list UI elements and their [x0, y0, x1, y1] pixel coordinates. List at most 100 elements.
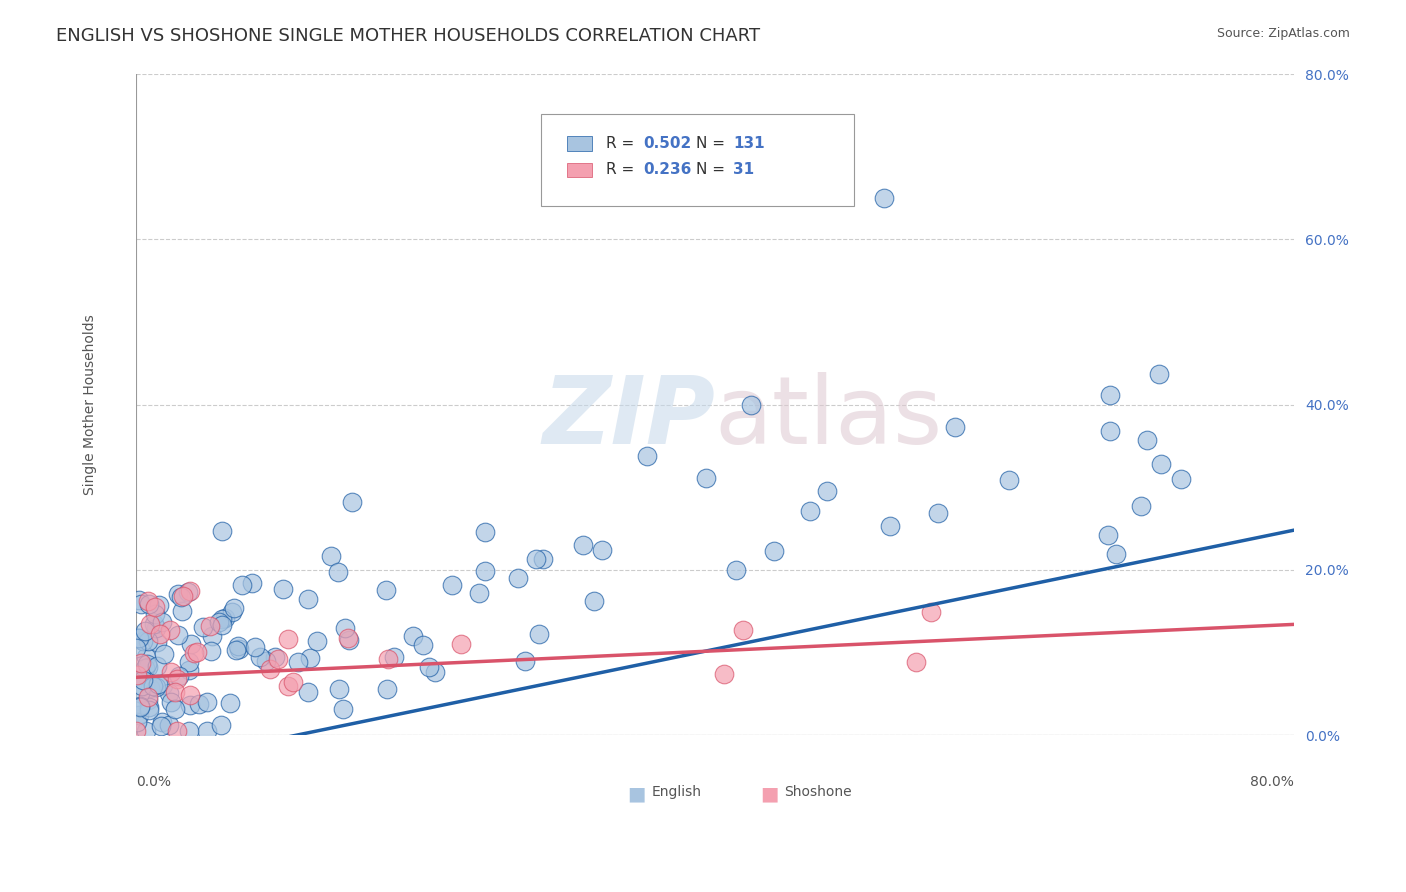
Point [136, 660, 159, 674]
Point [183, 646, 205, 660]
Point [221, 605, 243, 619]
Point [211, 618, 233, 632]
Point [1105, 547, 1128, 561]
Point [170, 590, 193, 604]
Point [1149, 367, 1171, 381]
Point [297, 591, 319, 606]
Point [136, 693, 159, 707]
Point [195, 695, 218, 709]
Point [1170, 472, 1192, 486]
Point [201, 629, 224, 643]
Point [231, 578, 253, 592]
Point [138, 700, 160, 714]
Point [695, 471, 717, 485]
Text: English: English [651, 785, 702, 798]
Point [531, 551, 554, 566]
Point [152, 678, 174, 692]
Point [920, 605, 942, 619]
Point [129, 699, 152, 714]
Point [148, 627, 170, 641]
Point [180, 637, 202, 651]
Point [167, 628, 190, 642]
Text: ENGLISH VS SHOSHONE SINGLE MOTHER HOUSEHOLDS CORRELATION CHART: ENGLISH VS SHOSHONE SINGLE MOTHER HOUSEH… [56, 27, 761, 45]
Point [128, 708, 150, 723]
Text: N =: N = [696, 136, 730, 151]
Point [591, 542, 613, 557]
Point [513, 654, 536, 668]
Point [226, 639, 249, 653]
Point [273, 582, 295, 596]
Point [815, 483, 838, 498]
Text: 131: 131 [734, 136, 765, 151]
Point [131, 679, 153, 693]
Point [1129, 499, 1152, 513]
Point [172, 589, 194, 603]
Point [1098, 424, 1121, 438]
Point [150, 715, 173, 730]
Point [135, 649, 157, 664]
Point [138, 597, 160, 611]
Point [138, 703, 160, 717]
Point [153, 647, 176, 661]
Point [179, 689, 201, 703]
Text: Source: ZipAtlas.com: Source: ZipAtlas.com [1216, 27, 1350, 40]
Text: 0.0%: 0.0% [136, 775, 172, 789]
Point [148, 599, 170, 613]
FancyBboxPatch shape [567, 136, 592, 151]
Text: 0.502: 0.502 [643, 136, 692, 151]
Text: Shoshone: Shoshone [785, 785, 852, 798]
Text: ■: ■ [627, 785, 645, 804]
Point [134, 661, 156, 675]
Point [636, 449, 658, 463]
FancyBboxPatch shape [541, 113, 853, 206]
Point [129, 656, 152, 670]
Point [450, 637, 472, 651]
Point [339, 633, 361, 648]
Point [1150, 457, 1173, 471]
Point [425, 665, 447, 679]
Point [326, 566, 349, 580]
Text: N =: N = [696, 162, 730, 178]
Point [713, 667, 735, 681]
Point [165, 684, 187, 698]
Point [211, 611, 233, 625]
Text: Single Mother Households: Single Mother Households [83, 314, 97, 495]
Point [166, 672, 188, 686]
Point [582, 594, 605, 608]
Point [135, 724, 157, 739]
Point [740, 398, 762, 412]
Point [337, 632, 360, 646]
Point [572, 538, 595, 552]
Point [160, 665, 183, 679]
Point [177, 663, 200, 677]
Text: 80.0%: 80.0% [1250, 775, 1294, 789]
Point [412, 638, 434, 652]
Point [125, 640, 148, 655]
Point [187, 697, 209, 711]
Point [160, 695, 183, 709]
Text: atlas: atlas [714, 372, 943, 464]
Point [186, 645, 208, 659]
Point [731, 624, 754, 638]
Point [211, 524, 233, 538]
Point [166, 587, 188, 601]
Point [198, 619, 221, 633]
Point [136, 634, 159, 648]
Point [377, 652, 399, 666]
Point [191, 620, 214, 634]
FancyBboxPatch shape [567, 162, 592, 178]
Text: R =: R = [606, 162, 640, 178]
Point [222, 601, 245, 615]
Point [340, 495, 363, 509]
Point [165, 702, 187, 716]
Point [145, 680, 167, 694]
Point [142, 679, 165, 693]
Point [468, 586, 491, 600]
Point [418, 660, 440, 674]
Point [128, 686, 150, 700]
Point [524, 551, 547, 566]
Point [474, 524, 496, 539]
Point [170, 604, 193, 618]
Point [150, 719, 173, 733]
Point [127, 714, 149, 729]
